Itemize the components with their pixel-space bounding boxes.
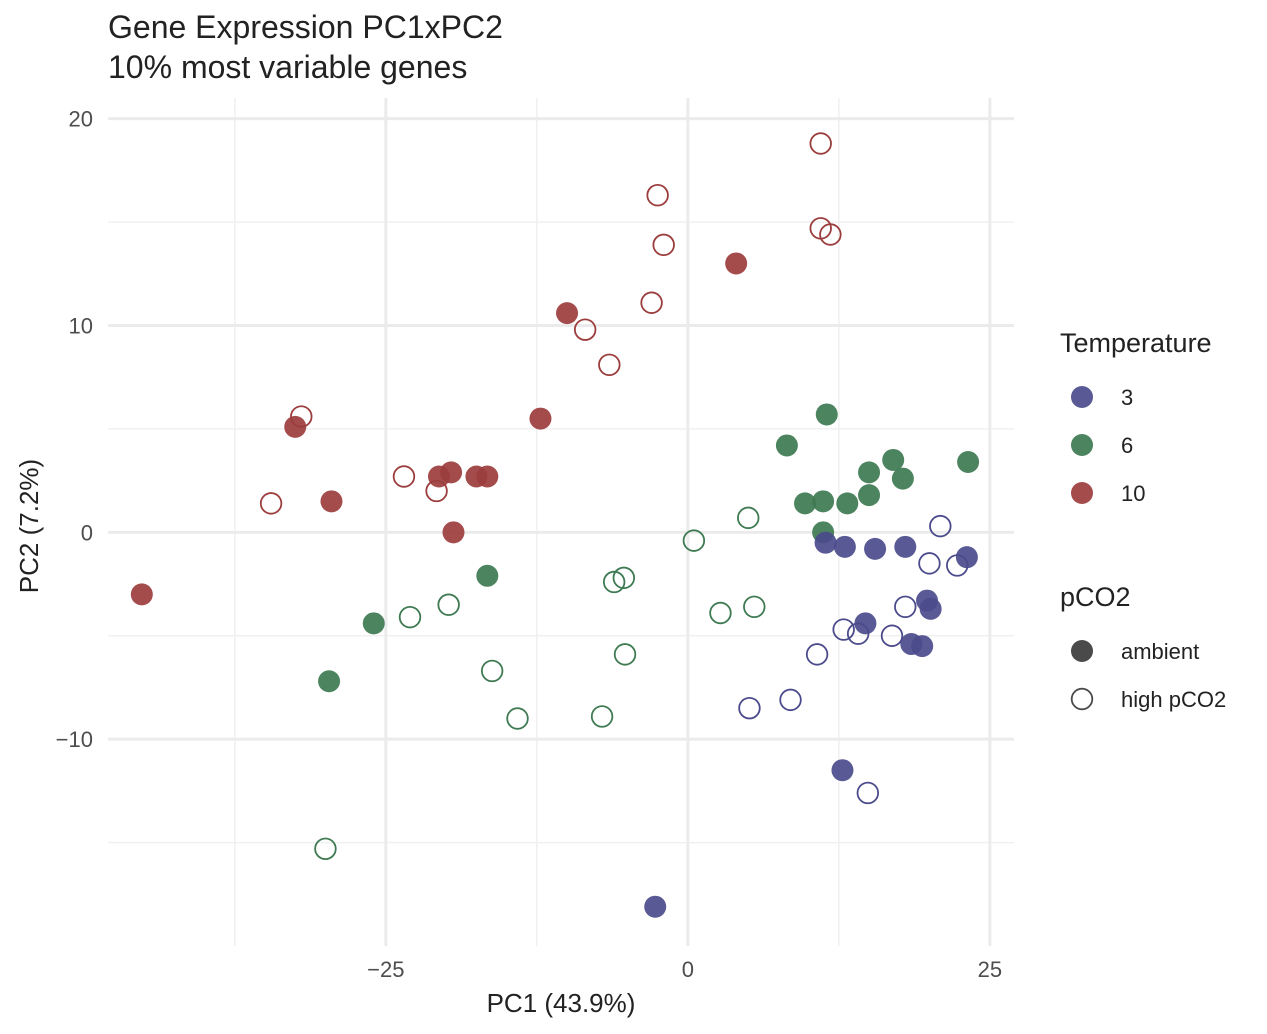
data-point-ambient bbox=[882, 448, 905, 471]
legend-key-temperature bbox=[1071, 386, 1093, 408]
data-point-ambient bbox=[858, 484, 881, 507]
data-point-high-pco2 bbox=[398, 605, 422, 629]
data-point-ambient bbox=[894, 535, 917, 558]
data-point-ambient bbox=[529, 407, 552, 430]
chart-subtitle: 10% most variable genes bbox=[108, 49, 467, 85]
data-point-high-pco2 bbox=[613, 643, 637, 666]
legend-label-pco2: high pCO2 bbox=[1121, 687, 1226, 712]
y-tick-label: −10 bbox=[56, 727, 93, 752]
data-point-ambient bbox=[831, 759, 854, 782]
data-point-high-pco2 bbox=[573, 318, 597, 341]
data-point-high-pco2 bbox=[602, 570, 626, 594]
data-point-high-pco2 bbox=[946, 554, 969, 577]
data-point-ambient bbox=[891, 467, 914, 490]
legend-label-temperature: 6 bbox=[1121, 433, 1133, 458]
legend: Temperature 3 6 10 pCO2 ambient high pCO2 bbox=[1060, 328, 1226, 712]
x-tick-label: 25 bbox=[978, 957, 1002, 982]
data-point-high-pco2 bbox=[819, 223, 842, 246]
data-point-high-pco2 bbox=[314, 837, 337, 860]
data-point-ambient bbox=[775, 434, 798, 457]
data-point-high-pco2 bbox=[805, 643, 829, 666]
x-tick-label: 0 bbox=[682, 957, 694, 982]
y-axis-title: PC2 (7.2%) bbox=[14, 459, 44, 593]
data-point-high-pco2 bbox=[437, 593, 460, 616]
legend-title-temperature: Temperature bbox=[1060, 328, 1212, 358]
data-point-high-pco2 bbox=[652, 233, 675, 257]
data-point-high-pco2 bbox=[640, 291, 663, 314]
data-point-ambient bbox=[725, 252, 748, 275]
data-point-ambient bbox=[442, 521, 465, 544]
data-point-high-pco2 bbox=[259, 492, 283, 515]
data-point-high-pco2 bbox=[590, 705, 614, 728]
data-point-ambient bbox=[812, 490, 835, 513]
data-point-high-pco2 bbox=[480, 659, 504, 683]
data-point-high-pco2 bbox=[929, 514, 952, 538]
y-tick-labels: −10 0 10 20 bbox=[56, 107, 93, 752]
data-point-high-pco2 bbox=[709, 601, 732, 625]
data-point-high-pco2 bbox=[880, 624, 904, 647]
data-point-ambient bbox=[864, 537, 887, 560]
y-tick-label: 10 bbox=[69, 314, 93, 339]
data-point-ambient bbox=[318, 670, 341, 693]
data-point-high-pco2 bbox=[425, 479, 448, 503]
data-point-high-pco2 bbox=[737, 506, 760, 530]
data-point-high-pco2 bbox=[392, 465, 416, 488]
data-point-high-pco2 bbox=[743, 595, 766, 619]
data-point-ambient bbox=[427, 465, 450, 488]
legend-key-ambient bbox=[1071, 640, 1093, 662]
data-point-ambient bbox=[556, 302, 579, 325]
x-axis-title: PC1 (43.9%) bbox=[487, 988, 636, 1018]
legend-title-pco2: pCO2 bbox=[1060, 582, 1131, 612]
data-point-ambient bbox=[644, 895, 667, 918]
legend-label-temperature: 10 bbox=[1121, 481, 1145, 506]
data-point-ambient bbox=[476, 564, 499, 587]
data-point-ambient bbox=[794, 492, 817, 515]
legend-key-temperature bbox=[1071, 482, 1093, 504]
data-point-high-pco2 bbox=[612, 566, 636, 590]
data-point-high-pco2 bbox=[832, 618, 855, 641]
data-point-ambient bbox=[836, 492, 859, 515]
data-point-high-pco2 bbox=[846, 622, 870, 645]
data-point-ambient bbox=[814, 531, 837, 554]
legend-key-high-pco2 bbox=[1070, 687, 1094, 711]
data-point-ambient bbox=[815, 403, 838, 426]
data-points bbox=[130, 132, 980, 918]
x-tick-label: −25 bbox=[367, 957, 404, 982]
data-point-ambient bbox=[320, 490, 343, 513]
legend-label-temperature: 3 bbox=[1121, 385, 1133, 410]
y-tick-label: 20 bbox=[69, 107, 93, 132]
data-point-high-pco2 bbox=[646, 184, 669, 207]
data-point-ambient bbox=[911, 635, 934, 658]
data-point-ambient bbox=[919, 597, 942, 620]
data-point-ambient bbox=[957, 451, 980, 474]
data-point-high-pco2 bbox=[918, 552, 941, 575]
data-point-ambient bbox=[833, 535, 856, 558]
data-point-high-pco2 bbox=[894, 595, 917, 619]
legend-label-pco2: ambient bbox=[1121, 639, 1199, 664]
chart-title: Gene Expression PC1xPC2 bbox=[108, 9, 503, 45]
data-point-high-pco2 bbox=[506, 707, 529, 730]
data-point-ambient bbox=[362, 612, 385, 635]
legend-key-temperature bbox=[1071, 434, 1093, 456]
data-point-ambient bbox=[955, 546, 978, 569]
grid-major bbox=[108, 98, 1014, 946]
data-point-high-pco2 bbox=[856, 781, 880, 805]
data-point-high-pco2 bbox=[598, 353, 621, 377]
data-point-ambient bbox=[858, 461, 881, 484]
data-point-high-pco2 bbox=[682, 529, 706, 552]
data-point-ambient bbox=[130, 583, 153, 606]
data-point-ambient bbox=[854, 612, 877, 635]
data-point-ambient bbox=[284, 415, 307, 438]
data-point-ambient bbox=[476, 465, 499, 488]
grid-minor bbox=[108, 98, 1014, 946]
data-point-high-pco2 bbox=[809, 132, 832, 155]
x-tick-labels: −25 0 25 bbox=[367, 957, 1002, 982]
y-tick-label: 0 bbox=[81, 520, 93, 545]
data-point-high-pco2 bbox=[738, 696, 761, 720]
data-point-high-pco2 bbox=[779, 688, 802, 712]
